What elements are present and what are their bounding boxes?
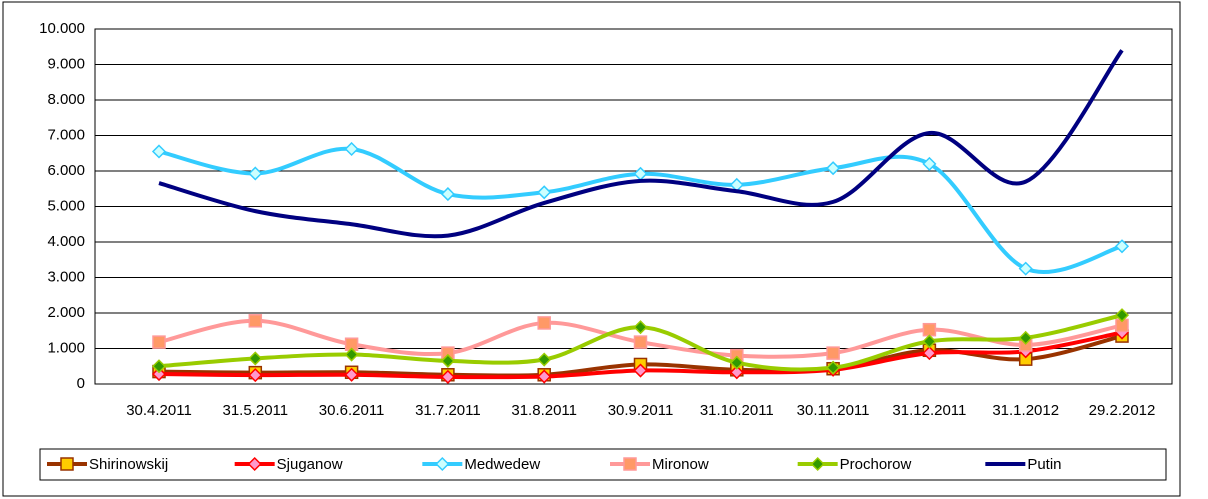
marker [248, 351, 263, 366]
marker [537, 316, 551, 330]
legend-marker [247, 456, 262, 472]
marker [1018, 330, 1033, 345]
x-tick-label: 30.6.2011 [319, 402, 385, 419]
marker [151, 359, 167, 374]
legend-box [39, 448, 1167, 481]
marker [633, 166, 648, 181]
x-tick-label: 30.4.2011 [126, 402, 192, 419]
line [158, 49, 1124, 239]
marker [633, 320, 648, 335]
marker [151, 366, 167, 382]
legend-label: Putin [1027, 456, 1061, 473]
y-tick-label: 1.000 [47, 339, 85, 356]
marker [344, 347, 359, 362]
legend-label: Medwedew [464, 456, 540, 473]
y-tick-label: 4.000 [47, 233, 85, 250]
marker [248, 166, 263, 181]
x-tick-label: 31.1.2012 [992, 402, 1059, 419]
marker [633, 335, 648, 349]
marker [633, 363, 648, 378]
y-tick-label: 7.000 [47, 126, 85, 143]
marker [152, 335, 166, 349]
legend-label: Prochorow [840, 456, 912, 473]
y-tick-label: 0 [77, 375, 85, 392]
marker [922, 346, 937, 361]
marker [729, 365, 744, 380]
marker [922, 156, 937, 171]
marker [1018, 261, 1033, 276]
x-tick-label: 31.10.2011 [700, 402, 774, 419]
y-tick-label: 6.000 [47, 162, 85, 179]
marker [922, 322, 937, 337]
y-tick-label: 5.000 [47, 197, 85, 214]
marker [440, 187, 455, 202]
x-tick-label: 30.9.2011 [608, 402, 674, 419]
marker [248, 314, 263, 328]
marker [344, 367, 359, 382]
legend-marker [810, 456, 825, 472]
y-tick-label: 9.000 [47, 55, 85, 72]
marker [729, 355, 744, 370]
y-tick-label: 8.000 [47, 91, 85, 108]
x-tick-label: 29.2.2012 [1089, 402, 1156, 419]
legend-label: Sjuganow [277, 456, 343, 473]
x-tick-label: 31.5.2011 [222, 402, 288, 419]
marker [826, 161, 841, 176]
marker [344, 141, 359, 157]
chart-frame [2, 1, 1181, 497]
marker [440, 353, 455, 368]
legend-label: Mironow [652, 456, 709, 473]
legend-label: Shirinowskij [89, 456, 168, 473]
x-tick-label: 31.12.2011 [892, 402, 966, 419]
marker [1114, 308, 1130, 323]
marker [922, 334, 937, 349]
legend-marker [60, 457, 74, 471]
marker [151, 144, 167, 159]
legend-marker [435, 456, 450, 472]
plot-frame [94, 28, 1173, 385]
x-tick-label: 31.7.2011 [415, 402, 481, 419]
marker [826, 346, 840, 360]
x-tick-label: 31.8.2011 [511, 402, 577, 419]
marker [1114, 239, 1130, 254]
y-tick-label: 3.000 [47, 268, 85, 285]
marker [440, 369, 455, 384]
legend-marker [623, 457, 637, 471]
x-tick-label: 30.11.2011 [797, 402, 870, 419]
marker [826, 360, 841, 375]
marker [248, 368, 263, 383]
marker [537, 352, 552, 367]
y-tick-label: 10.000 [39, 20, 85, 37]
marker [537, 185, 552, 200]
marker [537, 369, 552, 384]
y-tick-label: 2.000 [47, 304, 85, 321]
